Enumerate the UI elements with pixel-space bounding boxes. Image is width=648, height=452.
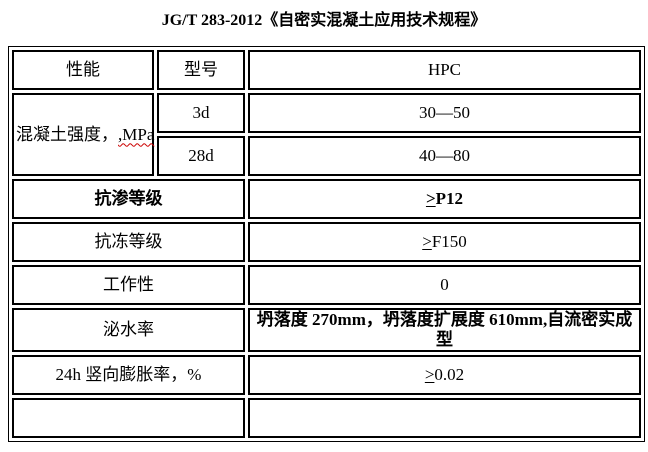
spec-table: 性能 型号 HPC 混凝土强度，,MPa 3d 30—50 28d 40—80 … (8, 46, 645, 442)
table-row-bleeding: 泌水率 坍落度 270mm，坍落度扩展度 610mm,自流密实成型 (12, 308, 641, 352)
impermeability-label-cell: 抗渗等级 (12, 179, 245, 219)
expansion-label-cell: 24h 竖向膨胀率，% (12, 355, 245, 395)
bleeding-label-cell: 泌水率 (12, 308, 245, 352)
impermeability-value-cell: >P12 (248, 179, 641, 219)
strength-unit-misspelled: ,MPa (118, 124, 155, 144)
header-value-cell: HPC (248, 50, 641, 90)
impermeability-value: P12 (435, 189, 464, 208)
header-performance-cell: 性能 (12, 50, 154, 90)
document-title: JG/T 283-2012《自密实混凝土应用技术规程》 (161, 12, 487, 29)
geq-sign: > (425, 189, 436, 208)
partial-value-cell (248, 398, 641, 438)
geq-sign: > (422, 232, 432, 251)
geq-sign: > (424, 365, 435, 384)
frost-value: F150 (431, 232, 467, 251)
table-row-frost: 抗冻等级 >F150 (12, 222, 641, 262)
workability-label-cell: 工作性 (12, 265, 245, 305)
strength-label: 混凝土强度， (16, 124, 118, 144)
expansion-value-cell: >0.02 (248, 355, 641, 395)
partial-label-cell (12, 398, 245, 438)
workability-value-cell: 0 (248, 265, 641, 305)
frost-label-cell: 抗冻等级 (12, 222, 245, 262)
table-row-strength-28d: 28d 40—80 (12, 136, 641, 176)
frost-value-cell: >F150 (248, 222, 641, 262)
strength-age-3d-cell: 3d (157, 93, 245, 133)
table-row-workability: 工作性 0 (12, 265, 641, 305)
header-model-cell: 型号 (157, 50, 245, 90)
document-page: JG/T 283-2012《自密实混凝土应用技术规程》 性能 型号 HPC 混凝… (0, 11, 648, 442)
table-row-partial (12, 398, 641, 438)
strength-label-cell: 混凝土强度，,MPa (12, 93, 154, 176)
strength-value-28d-cell: 40—80 (248, 136, 641, 176)
bleeding-value-cell: 坍落度 270mm，坍落度扩展度 610mm,自流密实成型 (248, 308, 641, 352)
expansion-value: 0.02 (434, 365, 465, 384)
table-row-impermeability: 抗渗等级 >P12 (12, 179, 641, 219)
table-row-expansion: 24h 竖向膨胀率，% >0.02 (12, 355, 641, 395)
strength-age-28d-cell: 28d (157, 136, 245, 176)
table-row-strength-3d: 混凝土强度，,MPa 3d 30—50 (12, 93, 641, 176)
strength-value-3d-cell: 30—50 (248, 93, 641, 133)
table-row-header: 性能 型号 HPC (12, 50, 641, 90)
